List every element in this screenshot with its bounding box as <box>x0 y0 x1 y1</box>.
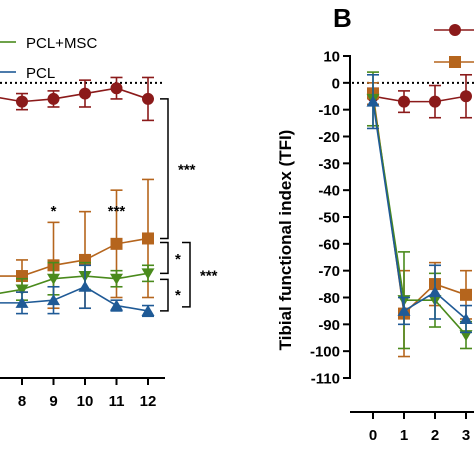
data-point <box>110 299 123 311</box>
data-point <box>47 294 60 306</box>
significance-label: *** <box>200 268 218 285</box>
y-tick-label: -10 <box>318 102 340 119</box>
data-point <box>459 312 473 324</box>
significance-star: *** <box>108 203 126 220</box>
significance-bracket <box>182 241 191 308</box>
data-point <box>110 237 123 250</box>
x-tick-label: 1 <box>400 427 408 444</box>
y-tick-label: -90 <box>318 317 340 334</box>
y-tick-label: -40 <box>318 183 340 200</box>
x-tick-label: 12 <box>140 393 157 410</box>
x-tick-label: 10 <box>77 393 94 410</box>
data-point <box>398 95 410 108</box>
data-point <box>15 296 29 308</box>
series-line <box>372 95 467 103</box>
y-tick-label: -50 <box>318 210 340 227</box>
data-point <box>366 95 380 107</box>
data-point <box>78 280 92 292</box>
data-point <box>16 95 28 108</box>
legend-marker <box>449 24 461 36</box>
series-line <box>372 93 467 316</box>
data-point <box>142 92 154 105</box>
data-point <box>460 90 472 103</box>
x-tick-label: 0 <box>369 427 377 444</box>
data-point <box>141 268 155 280</box>
panel-b: 10 0 -10 -20 -30 -40 -50 -60 -70 -80 -90 -100 -110 0 1… <box>276 3 474 444</box>
data-point <box>429 95 441 108</box>
x-tick-label: 2 <box>431 427 439 444</box>
significance-label: *** <box>178 162 196 179</box>
legend-label: PCL+MSC <box>26 35 97 52</box>
series-line <box>372 101 467 320</box>
panel-label: B <box>333 3 352 33</box>
y-tick-label: -30 <box>318 156 340 173</box>
series-line <box>0 285 149 312</box>
y-tick-label: -70 <box>318 263 340 280</box>
series-line <box>0 272 149 295</box>
series-line <box>372 98 467 336</box>
legend-marker <box>449 56 461 68</box>
x-tick-label: 11 <box>109 393 125 410</box>
data-point <box>47 273 60 285</box>
data-point <box>110 273 123 285</box>
y-tick-label: -80 <box>318 290 340 307</box>
y-tick-label: -100 <box>310 344 340 361</box>
data-point <box>47 92 60 105</box>
x-tick-label: 9 <box>49 393 57 410</box>
significance-bracket <box>160 278 169 312</box>
data-point <box>79 87 91 100</box>
significance-label: * <box>175 251 181 268</box>
y-axis-title: Tibial functional index (TFI) <box>276 130 295 351</box>
significance-bracket <box>160 98 169 240</box>
x-tick-label: 8 <box>18 393 26 410</box>
y-tick-label: -110 <box>311 371 340 388</box>
legend-label: PCL <box>26 65 55 82</box>
y-tick-label: 10 <box>323 49 340 66</box>
y-tick-label: -20 <box>318 129 340 146</box>
y-tick-label: -60 <box>318 236 340 253</box>
x-tick-label: 3 <box>462 427 470 444</box>
data-point <box>141 304 155 316</box>
y-tick-label: 0 <box>332 75 340 92</box>
significance-star: * <box>51 203 57 220</box>
data-point <box>397 304 411 316</box>
data-point <box>15 284 29 296</box>
significance-label: * <box>175 287 181 304</box>
data-point <box>110 82 123 95</box>
data-point <box>142 232 154 245</box>
data-point <box>428 286 442 298</box>
data-point <box>460 288 472 301</box>
significance-bracket <box>160 241 169 275</box>
